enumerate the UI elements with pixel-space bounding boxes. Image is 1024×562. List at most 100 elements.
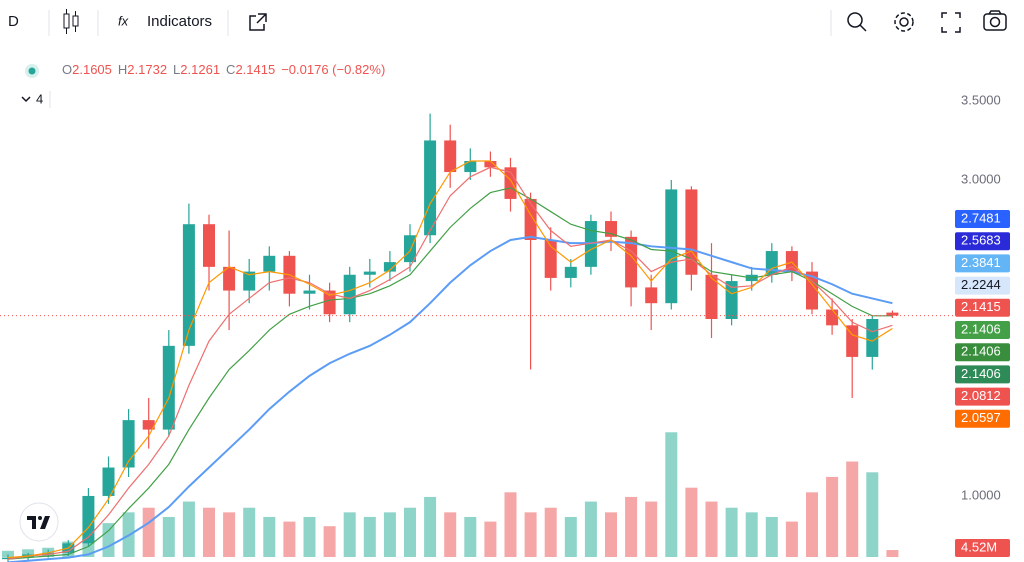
candle-body <box>444 140 457 173</box>
volume-bar <box>162 516 175 557</box>
volume-bar <box>564 516 577 557</box>
candle-body <box>685 189 698 275</box>
price-label: 2.1406 <box>961 366 1001 381</box>
candle-body <box>645 287 658 304</box>
candle-body <box>42 552 55 555</box>
y-tick-label: 3.5000 <box>961 92 1001 107</box>
volume-bar <box>303 516 316 557</box>
volume-bar <box>343 512 356 557</box>
volume-bar <box>203 507 215 557</box>
legend-change: −0.0176 (−0.82%) <box>281 62 385 77</box>
interval-button[interactable]: D <box>8 13 19 30</box>
popout-icon[interactable] <box>249 13 267 31</box>
price-label: 2.3841 <box>961 255 1001 270</box>
candle-body <box>464 160 477 173</box>
candle-body <box>484 160 497 168</box>
candle-body <box>203 224 215 267</box>
volume-bar <box>263 516 276 557</box>
quick-search-icon[interactable] <box>847 12 867 32</box>
volume-bar <box>363 516 376 557</box>
volume-bar <box>504 492 517 557</box>
plot: 1.0000 3.0000 3.5000 2.7481 2.5683 2.3841 2.22… <box>0 92 1010 562</box>
candle-body <box>263 255 276 272</box>
candle-body <box>404 235 416 263</box>
candle-body <box>826 309 839 326</box>
candle-body <box>223 266 236 291</box>
logo-mark <box>38 516 42 520</box>
indicator-count[interactable]: 4 <box>36 91 43 106</box>
settings-icon[interactable] <box>894 12 914 32</box>
volume-label: 4.52M <box>961 539 997 554</box>
volume-bar <box>745 512 758 557</box>
price-label-box <box>955 409 1010 428</box>
volume-bar <box>424 496 437 557</box>
volume-bar <box>584 501 597 557</box>
volume-bar <box>464 516 477 557</box>
volume-bar <box>404 507 416 557</box>
legend: O2.1605 H2.1732 L2.1261 C2.1415 −0.0176 (−0.… <box>21 62 385 108</box>
candle-body <box>424 140 437 236</box>
candle-body <box>363 271 376 275</box>
price-label-box <box>955 365 1010 384</box>
candle-body <box>665 189 678 304</box>
moving-average <box>7 187 893 560</box>
volume-bar <box>2 550 14 557</box>
candle-body <box>122 420 135 468</box>
candle-body <box>886 312 899 316</box>
legend-key: O <box>62 62 72 77</box>
volume-bar <box>785 521 798 557</box>
volume-bar <box>283 521 296 557</box>
volume-bar <box>223 512 236 557</box>
legend-value: 2.1605 <box>72 62 112 77</box>
logo-mark <box>27 516 50 529</box>
volume-bar <box>383 512 396 557</box>
price-label: 2.0812 <box>961 388 1001 403</box>
price-label-box <box>955 343 1010 362</box>
legend-key: H <box>118 62 127 77</box>
volume-bar <box>243 507 256 557</box>
volume-bar <box>625 496 638 557</box>
candle-body <box>705 274 718 319</box>
volume-bar <box>544 507 557 557</box>
candle-body <box>182 224 195 346</box>
volume-bar <box>765 516 778 557</box>
volume-bar <box>725 507 738 557</box>
price-label: 2.1406 <box>961 344 1001 359</box>
price-label: 2.7481 <box>961 210 1001 225</box>
toolbar: D fx Indicators <box>8 9 1007 36</box>
ohlc-legend: O2.1605 H2.1732 L2.1261 C2.1415 −0.0176 (−0.… <box>62 62 385 77</box>
logo-badge <box>19 502 59 542</box>
price-label: 2.1415 <box>961 299 1001 314</box>
volume-bar <box>102 523 115 557</box>
volume-bar <box>846 461 859 557</box>
candle-body <box>142 420 155 430</box>
candle-body <box>102 467 115 496</box>
price-label: 2.1406 <box>961 321 1001 336</box>
collapse-icon[interactable] <box>21 96 31 103</box>
price-label-box <box>955 232 1010 251</box>
y-tick-label: 1.0000 <box>961 487 1001 502</box>
volume-bar <box>645 501 658 557</box>
volume-bar <box>665 432 678 557</box>
price-label-box <box>955 210 1010 228</box>
fullscreen-icon[interactable] <box>941 12 961 33</box>
candle-body <box>524 198 537 240</box>
chart-type-icon[interactable] <box>63 9 79 34</box>
candle-body <box>504 167 517 199</box>
volume-bar <box>806 492 818 557</box>
logo <box>19 502 59 542</box>
candle-body <box>785 251 798 272</box>
candle-body <box>243 271 256 291</box>
indicators-icon[interactable]: fx <box>118 13 129 28</box>
price-label-box <box>955 298 1010 317</box>
indicators-button[interactable]: Indicators <box>147 13 212 30</box>
price-label-box <box>955 254 1010 273</box>
price-label-box <box>955 387 1010 406</box>
volume-bar <box>826 476 839 557</box>
volume-label-box <box>955 539 1010 557</box>
status-dot <box>28 67 36 75</box>
legend-key: C <box>226 62 235 77</box>
candle-body <box>383 262 396 272</box>
legend-key: L <box>173 62 180 77</box>
screenshot-icon[interactable] <box>983 10 1007 31</box>
